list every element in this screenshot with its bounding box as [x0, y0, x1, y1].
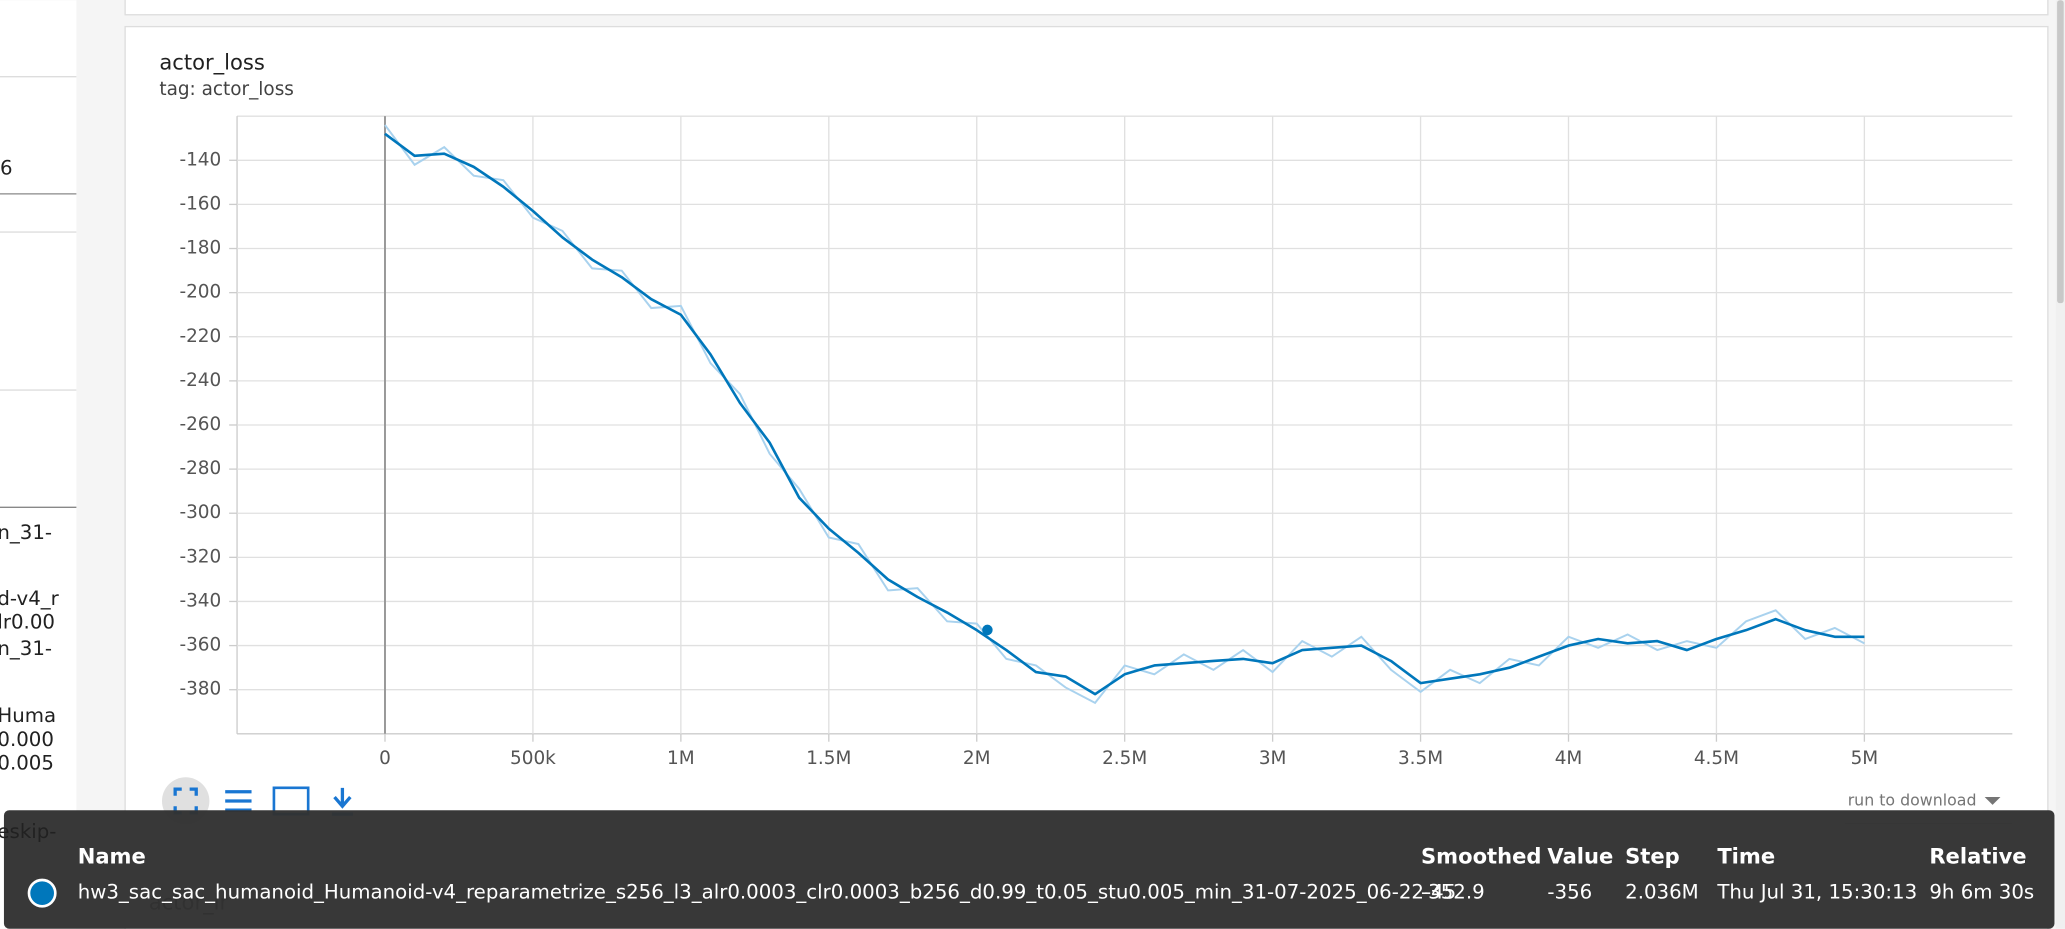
- sidebar-dividers: [0, 75, 77, 508]
- sidebar-fragment: eskip-: [0, 820, 56, 843]
- run-color-swatch: [27, 878, 57, 908]
- y-tick-label: -380: [179, 679, 221, 700]
- tooltip-header: Step: [1625, 844, 1680, 869]
- y-tick-label: -180: [179, 238, 221, 259]
- y-tick-label: -240: [179, 370, 221, 391]
- y-tick-label: -340: [179, 590, 221, 611]
- chart-subtitle: tag: actor_loss: [159, 79, 294, 100]
- y-tick-label: -200: [179, 282, 221, 303]
- sidebar-fragment: n_31-: [0, 521, 52, 544]
- chart-card: [124, 25, 2049, 929]
- tooltip-cell: -352.9: [1421, 881, 1485, 904]
- x-tick-label: 4M: [1555, 748, 1583, 769]
- sidebar-fragment: lr0.00: [0, 611, 55, 634]
- tooltip-header: Smoothed: [1421, 844, 1541, 869]
- x-tick-label: 1.5M: [806, 748, 851, 769]
- x-tick-label: 3.5M: [1398, 748, 1443, 769]
- tooltip-cell: 9h 6m 30s: [1929, 881, 2034, 904]
- previous-card: [124, 0, 2049, 16]
- y-tick-label: -300: [179, 502, 221, 523]
- x-tick-label: 5M: [1851, 748, 1879, 769]
- download-select[interactable]: run to download: [1848, 790, 1977, 809]
- sidebar-fragment: n_31-: [0, 637, 52, 660]
- x-tick-label: 2.5M: [1102, 748, 1147, 769]
- tooltip-content: Name Smoothed Value Step Time Relative hw3_sac…: [27, 844, 2034, 908]
- x-tick-label: 500k: [510, 748, 556, 769]
- x-tick-label: 1M: [667, 748, 695, 769]
- y-tick-label: -320: [179, 546, 221, 567]
- sidebar-fragment: d-v4_r: [0, 587, 60, 610]
- tooltip-header: Value: [1547, 844, 1613, 869]
- y-tick-label: -160: [179, 193, 221, 214]
- x-tick-label: 4.5M: [1694, 748, 1739, 769]
- scrollbar[interactable]: [2055, 0, 2065, 929]
- tooltip-cell: Thu Jul 31, 15:30:13: [1716, 881, 1917, 904]
- tooltip-cell: hw3_sac_sac_humanoid_Humanoid-v4_reparam…: [78, 881, 1457, 904]
- dropdown-arrow: [1984, 797, 2001, 805]
- tooltip-header: Relative: [1929, 844, 2026, 869]
- hover-point: [982, 624, 993, 636]
- smoothed-line: [384, 132, 1865, 696]
- y-tick-label: -360: [179, 635, 221, 656]
- fullscreen-icon: [173, 787, 198, 815]
- y-tick-label: -280: [179, 458, 221, 479]
- tooltip-header: Time: [1717, 844, 1775, 869]
- tooltip-cell: 2.036M: [1625, 881, 1699, 904]
- plot: -140 -160 -180 -200 -220 -240 -260 -280 -300 -320…: [179, 115, 2013, 769]
- tooltip-header: Name: [78, 844, 146, 869]
- y-tick-label: -140: [179, 149, 221, 170]
- tooltip: [3, 810, 2055, 929]
- scrollbar-thumb[interactable]: [2057, 0, 2064, 304]
- y-tick-label: -260: [179, 414, 221, 435]
- sidebar-fragment: 0.000: [0, 728, 54, 751]
- x-tick-label: 2M: [963, 748, 991, 769]
- y-tick-label: -220: [179, 326, 221, 347]
- sidebar-fragment: Huma: [0, 704, 56, 727]
- x-tick-label: 3M: [1259, 748, 1287, 769]
- sidebar-fragment: 6: [0, 156, 13, 179]
- sidebar: [0, 0, 77, 929]
- sidebar-fragment: 0.005: [0, 752, 54, 775]
- x-tick-label: 0: [379, 748, 391, 769]
- tooltip-cell: -356: [1547, 881, 1592, 904]
- chart-title: actor_loss: [159, 49, 265, 75]
